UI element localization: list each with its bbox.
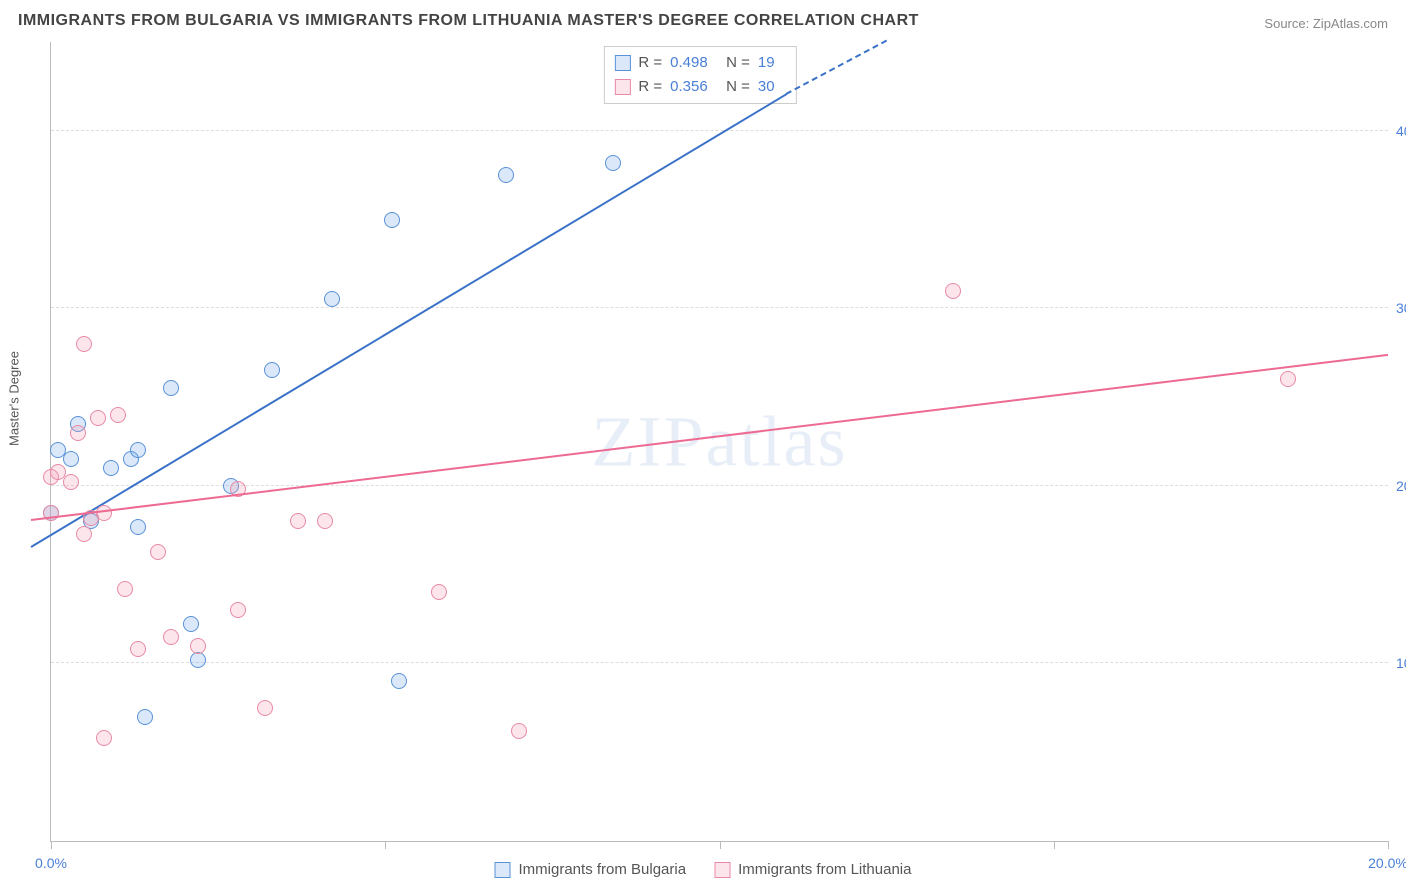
data-point-bulgaria: [324, 291, 340, 307]
data-point-bulgaria: [183, 616, 199, 632]
data-point-lithuania: [150, 544, 166, 560]
y-gridline: [51, 662, 1388, 663]
y-tick-label: 10.0%: [1396, 655, 1406, 671]
data-point-lithuania: [190, 638, 206, 654]
chart-title: IMMIGRANTS FROM BULGARIA VS IMMIGRANTS F…: [18, 12, 919, 30]
trendline-bulgaria-extrapolated: [786, 40, 887, 95]
r-value-lithuania: 0.356: [670, 75, 718, 99]
legend-label-lithuania: Immigrants from Lithuania: [738, 861, 911, 878]
y-tick-label: 40.0%: [1396, 123, 1406, 139]
data-point-bulgaria: [163, 380, 179, 396]
n-value-bulgaria: 19: [758, 51, 786, 75]
legend-row-bulgaria: R = 0.498 N = 19: [614, 51, 786, 75]
series-legend: Immigrants from Bulgaria Immigrants from …: [495, 861, 912, 878]
legend-swatch-lithuania: [614, 79, 630, 95]
x-tick: [1054, 841, 1055, 849]
data-point-lithuania: [76, 336, 92, 352]
data-point-lithuania: [1280, 371, 1296, 387]
x-tick: [385, 841, 386, 849]
x-tick-label: 20.0%: [1368, 855, 1406, 871]
data-point-bulgaria: [190, 652, 206, 668]
source-attribution: Source: ZipAtlas.com: [1264, 16, 1388, 31]
data-point-bulgaria: [137, 709, 153, 725]
data-point-bulgaria: [498, 167, 514, 183]
data-point-lithuania: [117, 581, 133, 597]
data-point-lithuania: [431, 584, 447, 600]
data-point-lithuania: [511, 723, 527, 739]
legend-row-lithuania: R =0.356N =30: [614, 75, 786, 99]
data-point-bulgaria: [103, 460, 119, 476]
legend-swatch-bulgaria: [614, 55, 630, 71]
n-label: N =: [726, 51, 750, 75]
data-point-bulgaria: [130, 519, 146, 535]
legend-label-bulgaria: Immigrants from Bulgaria: [519, 861, 687, 878]
y-gridline: [51, 485, 1388, 486]
legend-item-bulgaria: Immigrants from Bulgaria: [495, 861, 687, 878]
legend-swatch-lithuania: [714, 862, 730, 878]
data-point-lithuania: [945, 283, 961, 299]
data-point-lithuania: [76, 526, 92, 542]
legend-swatch-bulgaria: [495, 862, 511, 878]
data-point-lithuania: [130, 641, 146, 657]
data-point-lithuania: [257, 700, 273, 716]
y-gridline: [51, 130, 1388, 131]
x-tick: [1388, 841, 1389, 849]
r-label: R =: [638, 51, 662, 75]
x-tick: [720, 841, 721, 849]
data-point-bulgaria: [264, 362, 280, 378]
data-point-bulgaria: [605, 155, 621, 171]
data-point-lithuania: [163, 629, 179, 645]
x-tick-label: 0.0%: [35, 855, 67, 871]
data-point-lithuania: [317, 513, 333, 529]
data-point-lithuania: [70, 425, 86, 441]
data-point-bulgaria: [63, 451, 79, 467]
trendline-bulgaria: [30, 93, 786, 547]
data-point-lithuania: [96, 730, 112, 746]
r-value-bulgaria: 0.498: [670, 51, 718, 75]
y-tick-label: 20.0%: [1396, 478, 1406, 494]
data-point-lithuania: [90, 410, 106, 426]
data-point-lithuania: [110, 407, 126, 423]
source-link[interactable]: ZipAtlas.com: [1313, 16, 1388, 31]
data-point-lithuania: [230, 602, 246, 618]
correlation-legend: R =0.498N =19R =0.356N =30: [603, 46, 797, 104]
x-tick: [51, 841, 52, 849]
data-point-lithuania: [290, 513, 306, 529]
watermark: ZIPatlas: [592, 400, 848, 483]
source-label: Source:: [1264, 16, 1309, 31]
y-axis-label: Master's Degree: [7, 351, 22, 446]
data-point-lithuania: [63, 474, 79, 490]
legend-item-lithuania: Immigrants from Lithuania: [714, 861, 911, 878]
data-point-bulgaria: [384, 212, 400, 228]
plot-area: ZIPatlas R =0.498N =19R =0.356N =30 10.0…: [50, 42, 1388, 842]
r-label: R =: [638, 75, 662, 99]
data-point-bulgaria: [391, 673, 407, 689]
n-label: N =: [726, 75, 750, 99]
data-point-bulgaria: [130, 442, 146, 458]
y-tick-label: 30.0%: [1396, 300, 1406, 316]
y-gridline: [51, 307, 1388, 308]
